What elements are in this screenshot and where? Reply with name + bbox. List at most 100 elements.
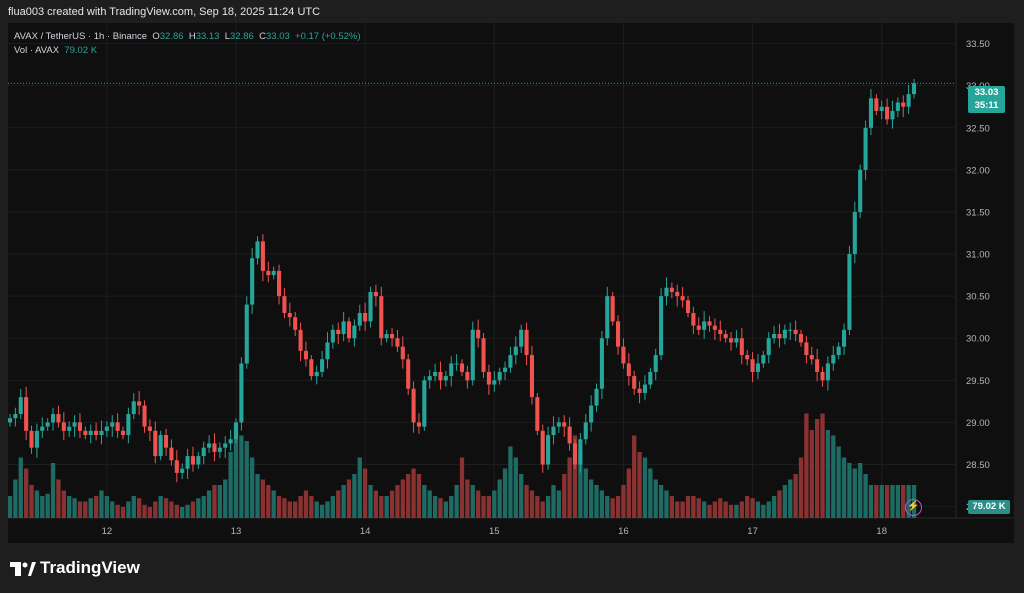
volume-bar (578, 452, 583, 518)
volume-bar (691, 496, 696, 518)
volume-bar (486, 496, 492, 518)
volume-bar (373, 490, 379, 518)
volume-bar (346, 479, 352, 518)
volume-bar (696, 498, 701, 518)
candle-body (77, 422, 82, 431)
volume-bar (131, 496, 136, 518)
volume-bar (454, 485, 459, 518)
candle-body (137, 401, 142, 406)
candle-body (185, 456, 190, 469)
x-tick-label: 12 (102, 526, 113, 537)
candle-body (599, 338, 604, 389)
candle-body (734, 338, 739, 343)
candle-body (594, 388, 599, 406)
volume-bar (890, 485, 895, 518)
volume-bar (750, 498, 755, 518)
volume-bar (147, 507, 153, 518)
volume-bar (223, 479, 228, 518)
y-tick-label: 30.00 (966, 334, 990, 345)
volume-bar (126, 501, 131, 518)
chart-pane[interactable]: 28.0028.5029.0029.5030.0030.5031.0031.50… (8, 23, 1014, 543)
volume-bar (540, 501, 545, 518)
candle-body (51, 413, 56, 423)
volume-bar (519, 474, 524, 518)
volume-bar (901, 485, 906, 518)
volume-bar (266, 485, 271, 518)
volume-bar (276, 496, 282, 518)
candle-body (158, 435, 163, 457)
volume-bar (766, 501, 771, 518)
volume-bar (239, 435, 244, 518)
candle-body (729, 338, 734, 343)
candle-body (443, 376, 448, 381)
y-tick-label: 31.00 (966, 250, 990, 261)
volume-bar (212, 485, 217, 518)
volume-bar (685, 496, 691, 518)
candle-body (94, 430, 99, 436)
candle-body (164, 435, 169, 448)
volume-bar (874, 485, 879, 518)
candle-body (723, 334, 728, 339)
candle-body (906, 94, 911, 107)
volume-bar (626, 468, 631, 518)
volume-bar (556, 490, 562, 518)
volume-bar (120, 507, 126, 518)
volume-bar (427, 490, 432, 518)
candle-body (702, 321, 707, 330)
volume-bar (836, 446, 841, 518)
legend-close-label: C (259, 31, 266, 42)
volume-bar (406, 474, 411, 518)
y-tick-label: 32.50 (966, 123, 990, 134)
candle-body (519, 329, 524, 347)
candle-body (551, 426, 556, 436)
candle-body (492, 380, 497, 385)
candle-body (847, 254, 852, 330)
volume-bar (416, 474, 422, 518)
volume-bar (648, 468, 653, 518)
volume-bar (362, 468, 368, 518)
price-chart[interactable]: 28.0028.5029.0029.5030.0030.5031.0031.50… (8, 23, 1014, 543)
volume-bar (508, 446, 513, 518)
volume-bar (206, 490, 212, 518)
volume-bar (739, 501, 744, 518)
candle-body (825, 363, 830, 381)
volume-bar (718, 498, 723, 518)
candle-body (400, 346, 405, 360)
volume-bar (352, 474, 357, 518)
candle-body (621, 346, 626, 364)
candle-body (88, 430, 93, 436)
candle-body (217, 447, 222, 452)
candle-body (330, 329, 335, 343)
volume-bar (169, 501, 174, 518)
tradingview-brand[interactable]: TradingView (10, 558, 140, 578)
legend-close-value: 33.03 (265, 31, 290, 42)
candle-body (782, 329, 787, 339)
candle-body (739, 338, 744, 356)
volume-bar (384, 496, 389, 518)
candle-body (379, 296, 384, 339)
x-tick-label: 13 (231, 526, 242, 537)
volume-bar (669, 496, 675, 518)
volume-bar (104, 496, 110, 518)
legend-low-value: 32.86 (230, 31, 254, 42)
candle-body (503, 367, 508, 372)
volume-bar (777, 490, 782, 518)
volume-bar (701, 501, 707, 518)
y-tick-label: 29.50 (966, 376, 990, 387)
volume-bar (88, 498, 93, 518)
volume-bar (29, 485, 34, 518)
candle-body (153, 430, 158, 457)
volume-bar (8, 496, 13, 518)
candle-body (529, 355, 534, 398)
candle-body (540, 430, 545, 465)
candle-body (685, 300, 691, 313)
candle-body (745, 355, 750, 360)
candle-body (8, 418, 13, 423)
candle-body (589, 405, 594, 423)
candle-body (110, 422, 115, 427)
volume-bar (642, 457, 648, 518)
lightning-alert-icon[interactable]: ⚡ (905, 499, 922, 516)
volume-bar (782, 485, 788, 518)
candle-body (632, 376, 637, 389)
volume-bar (707, 504, 712, 518)
